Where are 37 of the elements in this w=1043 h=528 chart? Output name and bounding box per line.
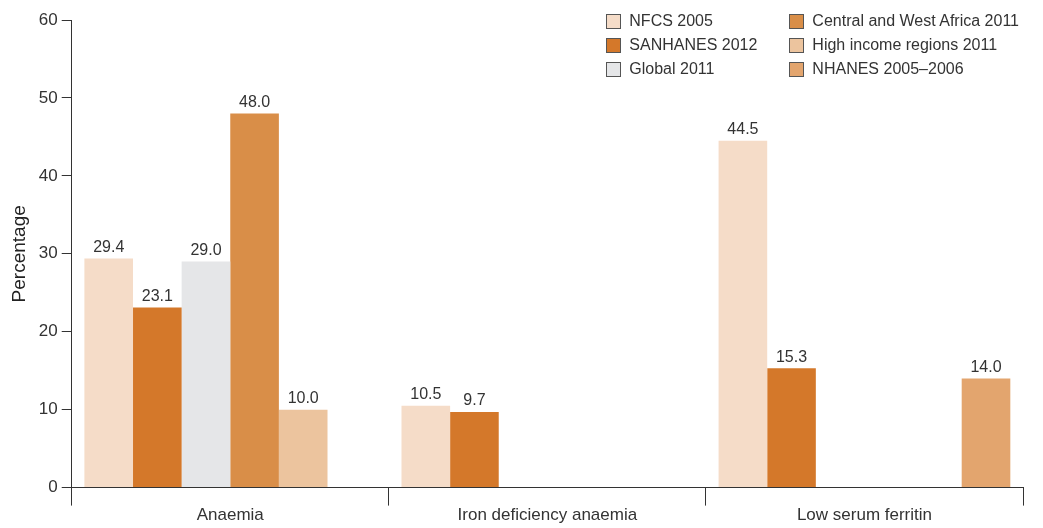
bar <box>230 113 279 488</box>
x-tick-label: Anaemia <box>196 505 265 525</box>
bar <box>401 405 451 488</box>
bar <box>767 368 816 488</box>
bar <box>278 409 328 488</box>
data-label: 48.0 <box>239 92 271 110</box>
data-label: 29.4 <box>93 237 125 255</box>
legend-label: Global 2011 <box>629 60 715 78</box>
legend-label: High income regions 2011 <box>812 36 998 54</box>
data-label: 15.3 <box>775 347 808 365</box>
legend-label: Central and West Africa 2011 <box>812 12 1019 30</box>
y-axis-title: Percentage <box>7 205 29 303</box>
bar <box>133 307 182 488</box>
legend-label: NFCS 2005 <box>629 12 713 30</box>
y-tick-label: 40 <box>38 165 58 185</box>
bar <box>961 378 1011 488</box>
data-label: 10.0 <box>287 389 319 407</box>
data-label: 9.7 <box>463 391 486 409</box>
bar <box>84 258 134 488</box>
x-tick-label: Low serum ferritin <box>796 505 933 525</box>
data-label: 29.0 <box>190 241 222 258</box>
bar <box>450 412 499 488</box>
data-label: 44.5 <box>727 120 759 138</box>
y-tick-label: 60 <box>38 9 58 29</box>
y-tick-label: 30 <box>38 243 58 263</box>
y-tick-label: 0 <box>48 477 58 497</box>
data-label: 14.0 <box>970 357 1002 375</box>
x-tick-label: Iron deficiency anaemia <box>457 505 638 525</box>
legend-label: NHANES 2005–2006 <box>812 60 964 78</box>
y-tick-label: 10 <box>38 399 58 419</box>
legend-label: SANHANES 2012 <box>629 36 758 54</box>
bar <box>718 140 768 488</box>
y-tick-label: 20 <box>38 321 58 341</box>
bar <box>181 261 231 488</box>
data-label: 23.1 <box>141 286 173 304</box>
y-tick-label: 50 <box>38 87 58 107</box>
data-label: 10.5 <box>410 385 442 403</box>
